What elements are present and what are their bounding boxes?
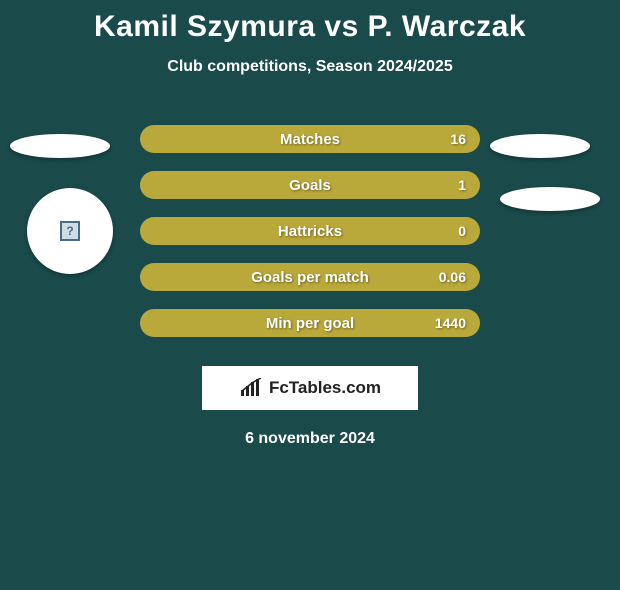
stat-label: Matches xyxy=(280,131,340,148)
brand-badge: FcTables.com xyxy=(202,366,418,410)
stat-value: 0 xyxy=(458,223,466,239)
decorative-ellipse xyxy=(490,134,590,158)
stat-bar: Hattricks 0 xyxy=(140,217,480,245)
brand-text: FcTables.com xyxy=(269,378,381,398)
stat-bar: Matches 16 xyxy=(140,125,480,153)
page-title: Kamil Szymura vs P. Warczak xyxy=(0,10,620,44)
avatar-placeholder-icon: ? xyxy=(60,221,80,241)
stat-value: 1 xyxy=(458,177,466,193)
stat-label: Goals per match xyxy=(251,269,369,286)
stat-bar: Min per goal 1440 xyxy=(140,309,480,337)
stat-label: Goals xyxy=(289,177,331,194)
player-avatar: ? xyxy=(27,188,113,274)
stat-label: Hattricks xyxy=(278,223,342,240)
stat-value: 16 xyxy=(450,131,466,147)
decorative-ellipse xyxy=(10,134,110,158)
stat-bar: Goals 1 xyxy=(140,171,480,199)
stat-label: Min per goal xyxy=(266,315,354,332)
stat-value: 1440 xyxy=(435,315,466,331)
subtitle: Club competitions, Season 2024/2025 xyxy=(0,58,620,76)
decorative-ellipse xyxy=(500,187,600,211)
stat-row: Min per goal 1440 xyxy=(0,300,620,346)
brand-bars-icon xyxy=(239,378,265,398)
stat-bar: Goals per match 0.06 xyxy=(140,263,480,291)
date-text: 6 november 2024 xyxy=(0,430,620,448)
stat-value: 0.06 xyxy=(439,269,466,285)
